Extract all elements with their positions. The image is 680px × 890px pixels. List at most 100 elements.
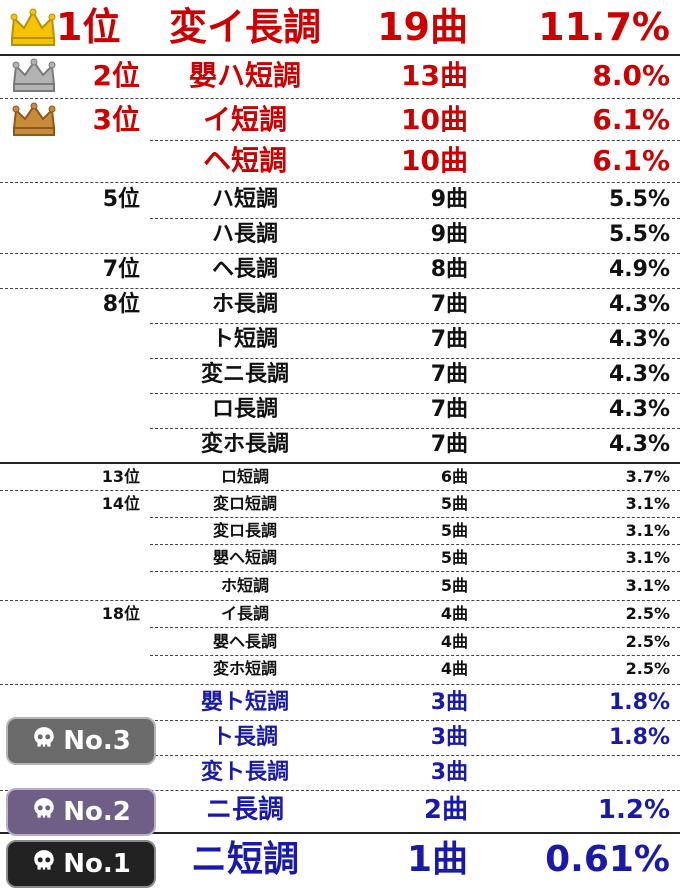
key-label: 変ホ短調: [212, 659, 277, 678]
row-separator: [0, 462, 680, 464]
percent-label: 4.3%: [608, 432, 670, 457]
key-label: ロ短調: [220, 467, 269, 486]
row-separator: [150, 428, 680, 429]
percent-label: 5.5%: [608, 187, 670, 212]
key-label: ニ短調: [190, 839, 299, 880]
key-label: 変ロ短調: [212, 494, 277, 513]
percent-label: 4.9%: [608, 257, 670, 282]
percent-label: 0.61%: [545, 839, 670, 880]
row-separator: [0, 600, 680, 601]
percent-label: 2.5%: [625, 604, 670, 623]
count-label: 3曲: [430, 690, 468, 715]
count-label: 5曲: [440, 494, 468, 513]
percent-label: 3.7%: [625, 467, 670, 486]
key-label: ロ長調: [211, 397, 278, 422]
worst-no3-badge: No.3: [6, 717, 156, 765]
row-separator: [0, 182, 680, 183]
count-label: 1曲: [406, 839, 468, 880]
ranking-row: ト短調 7曲 4.3%: [0, 326, 680, 356]
key-label: 嬰ヘ短調: [212, 548, 277, 567]
row-separator: [0, 288, 680, 289]
key-label: ホ長調: [211, 292, 278, 317]
ranking-row: ニ長調 2曲 1.2%: [0, 792, 680, 828]
count-label: 4曲: [440, 604, 468, 623]
key-label: イ長調: [220, 604, 269, 623]
percent-label: 3.1%: [625, 548, 670, 567]
rank-label: 18位: [101, 604, 140, 623]
count-label: 7曲: [430, 327, 468, 352]
badge-label: No.3: [63, 726, 131, 756]
ranking-row: 8位 ホ長調 7曲 4.3%: [0, 291, 680, 321]
row-separator: [150, 571, 680, 572]
count-label: 9曲: [430, 222, 468, 247]
count-label: 4曲: [440, 659, 468, 678]
key-label: ホ短調: [220, 576, 269, 595]
key-label: 嬰ハ短調: [188, 59, 301, 92]
ranking-row: ト長調 3曲 1.8%: [0, 722, 680, 754]
ranking-row: 3位 イ短調 10曲 6.1%: [0, 102, 680, 136]
percent-label: 11.7%: [538, 5, 670, 49]
percent-label: 2.5%: [625, 659, 670, 678]
ranking-row: 5位 ハ短調 9曲 5.5%: [0, 186, 680, 216]
rank-label: 13位: [101, 467, 140, 486]
percent-label: 6.1%: [592, 144, 670, 177]
key-label: 変ニ長調: [200, 362, 289, 387]
key-label: 変ホ長調: [200, 432, 289, 457]
count-label: 2曲: [423, 795, 468, 825]
row-separator: [150, 140, 680, 141]
row-separator: [0, 790, 680, 791]
ranking-row: 2位 嬰ハ短調 13曲 8.0%: [0, 58, 680, 94]
percent-label: 2.5%: [625, 632, 670, 651]
key-label: ト長調: [211, 725, 278, 750]
row-separator: [150, 655, 680, 656]
count-label: 7曲: [430, 397, 468, 422]
ranking-row: 変ホ長調 7曲 4.3%: [0, 431, 680, 461]
count-label: 5曲: [440, 548, 468, 567]
key-label: 変ト長調: [200, 760, 289, 785]
ranking-row: 嬰ト短調 3曲 1.8%: [0, 687, 680, 719]
count-label: 4曲: [440, 632, 468, 651]
count-label: 10曲: [401, 144, 468, 177]
ranking-row: ニ短調 1曲 0.61%: [0, 836, 680, 886]
rank-label: 2位: [92, 59, 140, 92]
key-label: 嬰ト短調: [200, 690, 289, 715]
skull-icon: [31, 848, 57, 881]
count-label: 3曲: [430, 760, 468, 785]
key-label: 変ロ長調: [212, 521, 277, 540]
key-label: ヘ長調: [211, 257, 278, 282]
ranking-row: 変ト長調 3曲: [0, 757, 680, 789]
percent-label: 5.5%: [608, 222, 670, 247]
ranking-row: 18位 イ長調 4曲 2.5%: [0, 602, 680, 626]
row-separator: [150, 755, 680, 756]
row-separator: [150, 218, 680, 219]
count-label: 7曲: [430, 292, 468, 317]
row-separator: [0, 54, 680, 56]
count-label: 7曲: [430, 362, 468, 387]
rank-label: 1位: [56, 5, 121, 49]
key-label: ハ短調: [211, 187, 278, 212]
percent-label: 1.2%: [597, 795, 670, 825]
percent-label: 6.1%: [592, 103, 670, 136]
ranking-row: 1位 変イ長調 19曲 11.7%: [0, 4, 680, 50]
row-separator: [150, 517, 680, 518]
key-label: ニ長調: [205, 795, 284, 825]
ranking-row: 変ホ短調 4曲 2.5%: [0, 657, 680, 681]
count-label: 6曲: [440, 467, 468, 486]
ranking-row: 嬰ヘ短調 5曲 3.1%: [0, 546, 680, 570]
percent-label: 4.3%: [608, 362, 670, 387]
worst-no2-badge: No.2: [6, 788, 156, 836]
ranking-row: 13位 ロ短調 6曲 3.7%: [0, 465, 680, 489]
key-label: ヘ短調: [202, 144, 287, 177]
count-label: 9曲: [430, 187, 468, 212]
percent-label: 3.1%: [625, 521, 670, 540]
key-label: 嬰ヘ長調: [212, 632, 277, 651]
rank-label: 14位: [101, 494, 140, 513]
ranking-row: ヘ短調 10曲 6.1%: [0, 143, 680, 177]
row-separator: [0, 490, 680, 491]
row-separator: [0, 98, 680, 99]
row-separator: [150, 393, 680, 394]
row-separator: [150, 544, 680, 545]
skull-icon: [31, 796, 57, 829]
count-label: 8曲: [430, 257, 468, 282]
percent-label: 1.8%: [608, 690, 670, 715]
